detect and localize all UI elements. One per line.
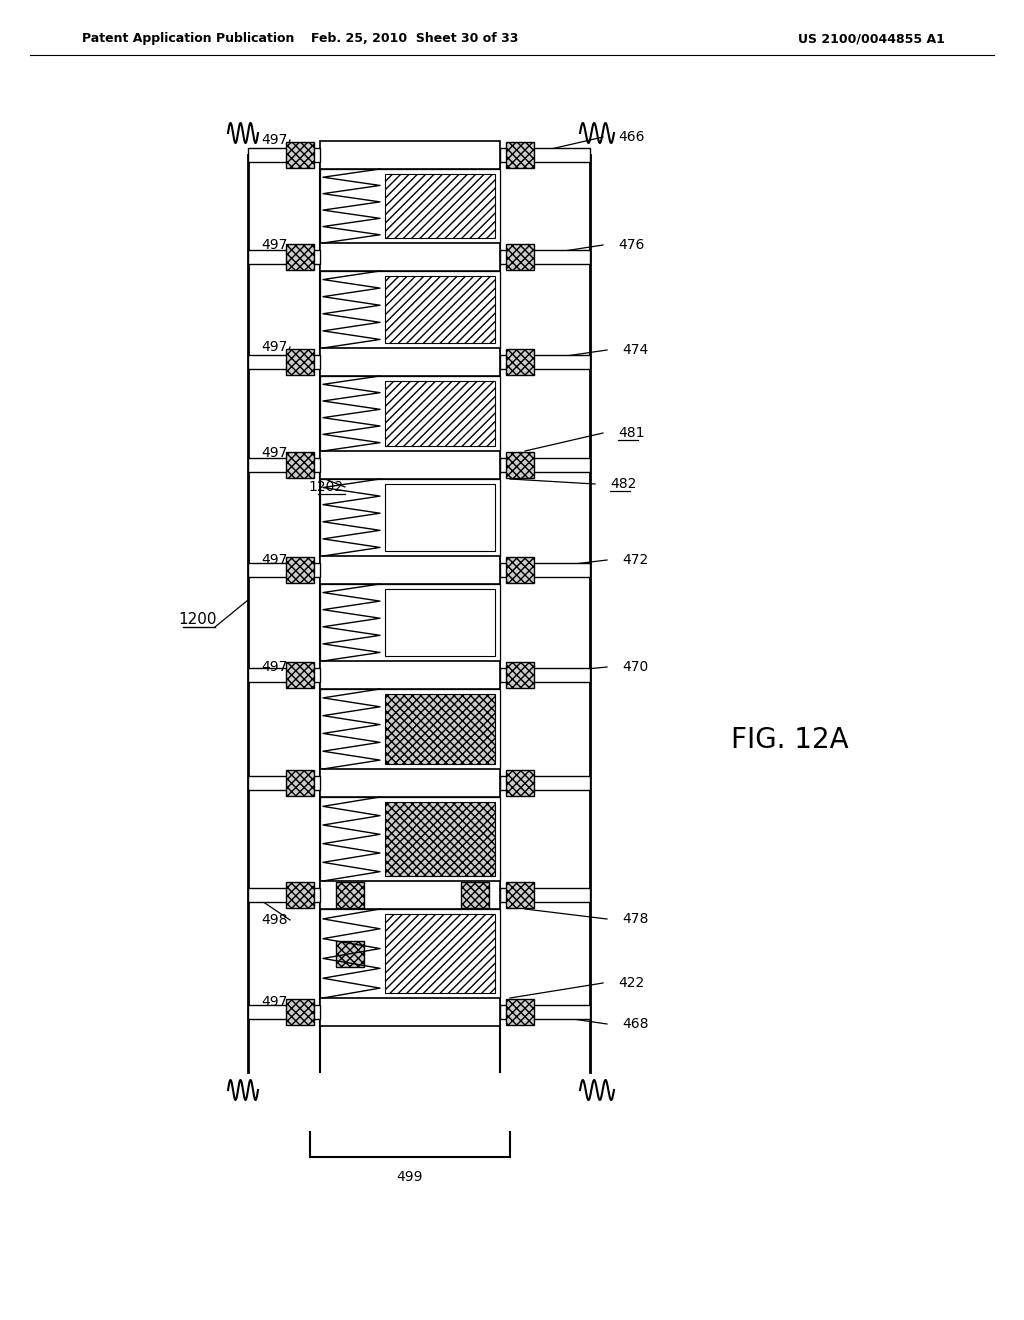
Bar bbox=[248, 148, 319, 162]
Bar bbox=[336, 941, 364, 968]
Bar bbox=[248, 564, 319, 577]
Bar bbox=[248, 355, 319, 370]
Bar bbox=[461, 882, 489, 908]
Bar bbox=[248, 1005, 319, 1019]
Bar bbox=[500, 355, 590, 370]
Bar bbox=[319, 909, 500, 998]
Bar bbox=[506, 557, 534, 583]
Bar bbox=[385, 484, 495, 550]
Bar bbox=[385, 589, 495, 656]
Text: 474: 474 bbox=[622, 343, 648, 356]
Bar bbox=[248, 249, 319, 264]
Text: 497: 497 bbox=[261, 341, 288, 354]
Bar bbox=[286, 999, 314, 1026]
Text: 1202: 1202 bbox=[309, 480, 344, 494]
Bar bbox=[319, 376, 500, 451]
Text: 497: 497 bbox=[261, 660, 288, 675]
Bar bbox=[319, 797, 500, 880]
Bar bbox=[248, 776, 319, 789]
Bar bbox=[500, 776, 590, 789]
Bar bbox=[319, 271, 500, 348]
Bar bbox=[286, 348, 314, 375]
Bar bbox=[319, 770, 500, 797]
Bar bbox=[506, 244, 534, 271]
Bar bbox=[500, 458, 590, 473]
Bar bbox=[506, 770, 534, 796]
Bar bbox=[319, 141, 500, 169]
Text: US 2100/0044855 A1: US 2100/0044855 A1 bbox=[798, 32, 945, 45]
Bar bbox=[319, 479, 500, 556]
Bar bbox=[500, 668, 590, 682]
Text: 476: 476 bbox=[618, 238, 644, 252]
Bar bbox=[506, 348, 534, 375]
Bar bbox=[500, 148, 590, 162]
Text: 472: 472 bbox=[622, 553, 648, 568]
Bar bbox=[319, 451, 500, 479]
Bar bbox=[248, 668, 319, 682]
Bar bbox=[319, 243, 500, 271]
Bar bbox=[500, 888, 590, 902]
Bar bbox=[319, 998, 500, 1026]
Text: 478: 478 bbox=[622, 912, 648, 927]
Text: 498: 498 bbox=[261, 913, 288, 927]
Text: Feb. 25, 2010  Sheet 30 of 33: Feb. 25, 2010 Sheet 30 of 33 bbox=[311, 32, 519, 45]
Text: 422: 422 bbox=[618, 975, 644, 990]
Bar bbox=[385, 803, 495, 876]
Text: FIG. 12A: FIG. 12A bbox=[731, 726, 849, 754]
Bar bbox=[500, 1005, 590, 1019]
Bar bbox=[385, 174, 495, 238]
Text: 499: 499 bbox=[396, 1170, 423, 1184]
Text: 468: 468 bbox=[622, 1016, 648, 1031]
Bar bbox=[319, 689, 500, 770]
Text: 497: 497 bbox=[261, 133, 288, 147]
Text: 497: 497 bbox=[261, 238, 288, 252]
Bar bbox=[286, 770, 314, 796]
Text: 466: 466 bbox=[618, 129, 644, 144]
Bar bbox=[319, 556, 500, 583]
Text: 481: 481 bbox=[618, 426, 644, 440]
Bar bbox=[319, 583, 500, 661]
Bar bbox=[286, 244, 314, 271]
Bar bbox=[385, 913, 495, 993]
Text: 497: 497 bbox=[261, 446, 288, 459]
Bar bbox=[385, 694, 495, 764]
Bar bbox=[286, 557, 314, 583]
Text: Patent Application Publication: Patent Application Publication bbox=[82, 32, 294, 45]
Bar bbox=[319, 880, 500, 909]
Text: 470: 470 bbox=[622, 660, 648, 675]
Bar bbox=[248, 888, 319, 902]
Bar bbox=[506, 882, 534, 908]
Bar bbox=[385, 276, 495, 343]
Text: 1200: 1200 bbox=[179, 612, 217, 627]
Bar bbox=[286, 882, 314, 908]
Bar bbox=[319, 661, 500, 689]
Bar bbox=[506, 663, 534, 688]
Text: 482: 482 bbox=[610, 477, 636, 491]
Bar bbox=[286, 143, 314, 168]
Bar bbox=[336, 882, 364, 908]
Bar bbox=[248, 458, 319, 473]
Bar bbox=[500, 564, 590, 577]
Text: 497: 497 bbox=[261, 995, 288, 1008]
Text: 497: 497 bbox=[261, 553, 288, 568]
Bar bbox=[500, 249, 590, 264]
Bar bbox=[506, 143, 534, 168]
Bar bbox=[319, 348, 500, 376]
Bar bbox=[286, 451, 314, 478]
Bar bbox=[385, 381, 495, 446]
Bar bbox=[506, 451, 534, 478]
Bar bbox=[286, 663, 314, 688]
Bar bbox=[319, 169, 500, 243]
Bar bbox=[506, 999, 534, 1026]
